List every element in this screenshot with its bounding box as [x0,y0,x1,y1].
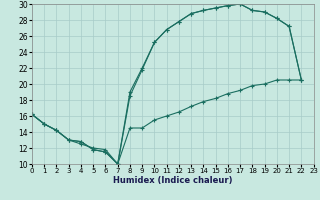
X-axis label: Humidex (Indice chaleur): Humidex (Indice chaleur) [113,176,233,185]
